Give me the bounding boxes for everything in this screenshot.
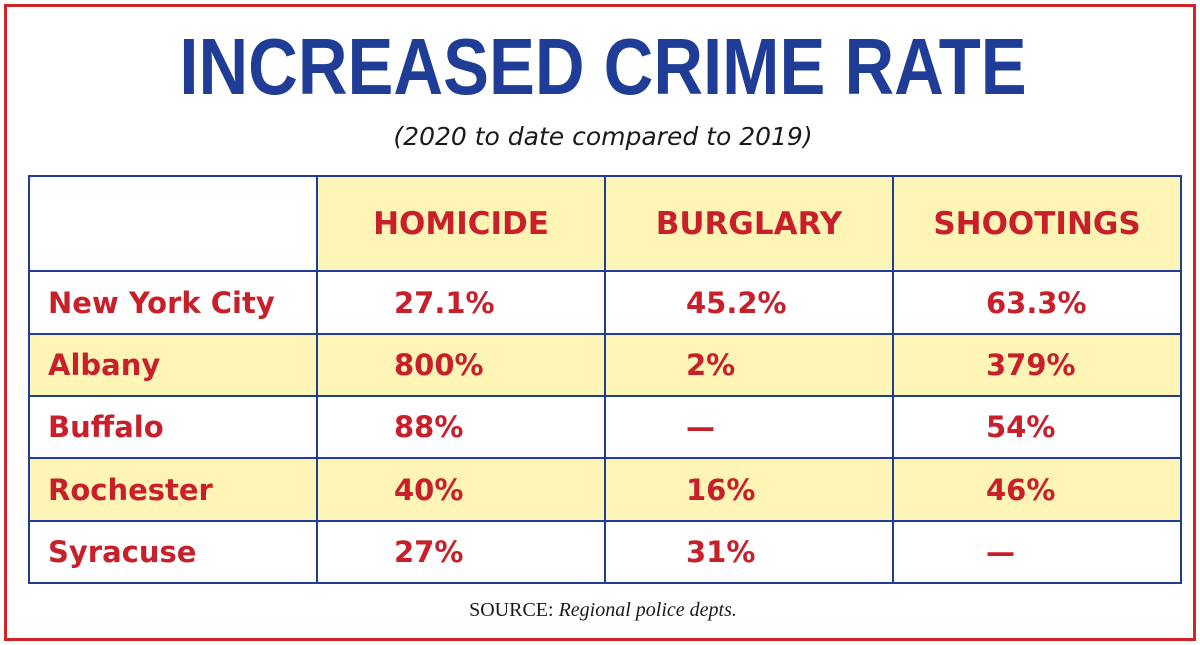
burglary-cell: 31%: [604, 519, 894, 585]
table-row: Syracuse 27% 31% —: [28, 519, 1182, 585]
shootings-cell: —: [892, 519, 1182, 585]
table-row: New York City 27.1% 45.2% 63.3%: [28, 270, 1182, 335]
homicide-cell: 800%: [316, 332, 606, 398]
city-cell: Buffalo: [28, 395, 318, 460]
city-cell: Albany: [28, 332, 318, 398]
burglary-cell: 45.2%: [604, 270, 894, 335]
table-row: Albany 800% 2% 379%: [28, 332, 1182, 398]
burglary-cell: —: [604, 395, 894, 460]
source-label: SOURCE:: [469, 599, 554, 621]
shootings-cell: 379%: [892, 332, 1182, 398]
header-row: HOMICIDE BURGLARY SHOOTINGS: [28, 174, 1182, 273]
header-shootings: SHOOTINGS: [892, 174, 1182, 273]
header-blank-cell: [28, 174, 318, 273]
table-row: Buffalo 88% — 54%: [28, 395, 1182, 460]
source-note: SOURCE: Regional police depts.: [7, 599, 1199, 622]
chart-subtitle: (2020 to date compared to 2019): [393, 122, 813, 151]
source-text: Regional police depts.: [558, 599, 737, 621]
burglary-cell: 16%: [604, 457, 894, 522]
city-cell: Syracuse: [28, 519, 318, 585]
homicide-cell: 27.1%: [316, 270, 606, 335]
crime-rate-table: HOMICIDE BURGLARY SHOOTINGS New York Cit…: [28, 174, 1182, 585]
shootings-cell: 54%: [892, 395, 1182, 460]
header-homicide: HOMICIDE: [316, 174, 606, 273]
burglary-cell: 2%: [604, 332, 894, 398]
shootings-cell: 46%: [892, 457, 1182, 522]
homicide-cell: 40%: [316, 457, 606, 522]
homicide-cell: 27%: [316, 519, 606, 585]
table-row: Rochester 40% 16% 46%: [28, 457, 1182, 522]
header-burglary: BURGLARY: [604, 174, 894, 273]
graphic-frame: INCREASED CRIME RATE (2020 to date compa…: [4, 4, 1196, 641]
city-cell: New York City: [28, 270, 318, 335]
homicide-cell: 88%: [316, 395, 606, 460]
city-cell: Rochester: [28, 457, 318, 522]
chart-title: INCREASED CRIME RATE: [179, 22, 1027, 111]
shootings-cell: 63.3%: [892, 270, 1182, 335]
